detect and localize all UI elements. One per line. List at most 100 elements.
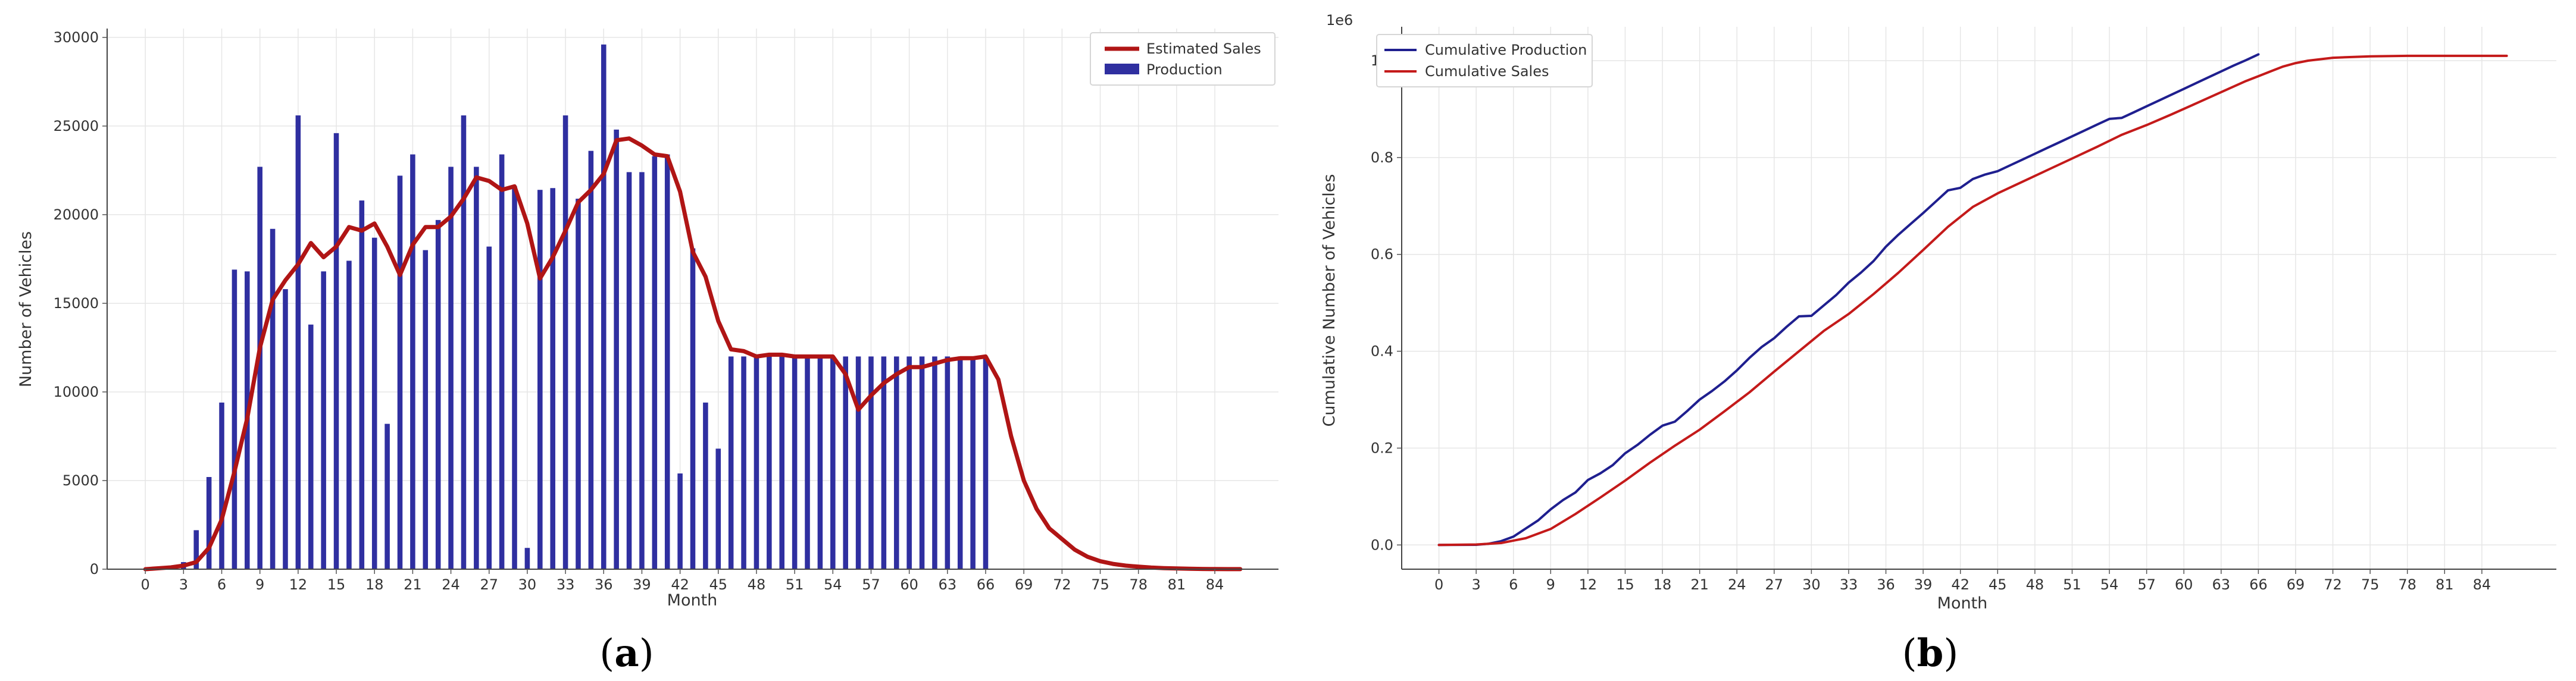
production-bar: [881, 356, 887, 569]
production-bar: [499, 154, 505, 569]
x-tick-label: 6: [217, 576, 226, 593]
panel-a-y-axis-label: Number of Vehicles: [17, 231, 35, 387]
panel-b-y-offset-label: 1e6: [1326, 12, 1353, 29]
x-tick-label: 6: [1509, 576, 1518, 593]
x-tick-label: 57: [2137, 576, 2156, 593]
x-tick-label: 24: [1728, 576, 1746, 593]
x-tick-label: 33: [1840, 576, 1858, 593]
x-tick-label: 12: [1579, 576, 1598, 593]
production-bar: [346, 261, 352, 569]
panel-a-caption-open: (: [599, 632, 614, 676]
x-tick-label: 60: [2175, 576, 2193, 593]
x-tick-label: 66: [977, 576, 995, 593]
production-bar: [830, 356, 836, 569]
production-bar: [270, 228, 276, 569]
x-tick-label: 42: [1951, 576, 1969, 593]
panel-a-x-axis-label: Month: [667, 591, 718, 610]
x-tick-label: 15: [1616, 576, 1634, 593]
x-tick-label: 0: [1434, 576, 1443, 593]
production-bar: [371, 237, 377, 569]
y-tick-label: 0.2: [1371, 440, 1393, 456]
production-bar: [257, 167, 262, 569]
x-tick-label: 84: [2473, 576, 2491, 593]
production-bar: [474, 167, 479, 569]
production-bar: [817, 356, 823, 569]
production-bar: [512, 186, 517, 570]
x-tick-label: 27: [1765, 576, 1784, 593]
production-bar: [537, 190, 543, 569]
panel-b-caption-open: (: [1902, 632, 1917, 676]
x-tick-label: 72: [2324, 576, 2342, 593]
production-bar: [677, 473, 683, 569]
production-bar: [779, 356, 785, 569]
cumulative-sales-line: [1437, 54, 2508, 547]
cumulative-production-line: [1437, 53, 2260, 547]
x-tick-label: 51: [786, 576, 804, 593]
panel-b-axes: [1401, 27, 2556, 570]
panel-b-cumulative-chart: 0 3 6 9 12 15 18 21 24 27 30 33 36 39 42 45 48 51 54 57 60 63…: [1320, 12, 2556, 676]
production-bar: [843, 356, 848, 569]
x-tick-label: 75: [2361, 576, 2380, 593]
legend-production-swatch: [1105, 64, 1139, 74]
panel-a-sales-line: [143, 136, 1243, 572]
production-bar: [945, 356, 951, 569]
production-bar: [652, 156, 658, 569]
production-bar: [359, 200, 365, 569]
x-tick-label: 12: [289, 576, 308, 593]
production-bar: [893, 356, 899, 569]
x-tick-label: 63: [939, 576, 957, 593]
production-bar: [524, 548, 530, 569]
panel-b-grid: [1402, 27, 2556, 569]
x-tick-label: 27: [480, 576, 498, 593]
x-tick-label: 54: [2100, 576, 2119, 593]
y-tick-label: 20000: [54, 206, 99, 223]
x-tick-label: 21: [1690, 576, 1709, 593]
y-tick-label: 30000: [54, 29, 99, 46]
production-bar: [206, 477, 212, 569]
production-bar: [448, 167, 454, 569]
x-tick-label: 48: [2026, 576, 2044, 593]
x-tick-label: 39: [633, 576, 651, 593]
legend-cumulative-sales-label: Cumulative Sales: [1425, 63, 1549, 80]
y-tick-label: 25000: [54, 118, 99, 134]
production-bar: [384, 423, 390, 569]
x-tick-label: 39: [1914, 576, 1933, 593]
x-tick-label: 36: [1877, 576, 1895, 593]
production-bar: [321, 271, 326, 569]
legend-production-label: Production: [1146, 61, 1223, 78]
legend-estimated-sales-label: Estimated Sales: [1146, 40, 1261, 57]
x-tick-label: 0: [141, 576, 150, 593]
production-bar: [957, 356, 963, 569]
production-bar: [614, 129, 619, 570]
production-bar: [690, 248, 696, 569]
panel-b-x-ticks: 0 3 6 9 12 15 18 21 24 27 30 33 36 39 42 45 48 51 54 57 60 63…: [1434, 569, 2491, 593]
production-bar: [410, 154, 415, 569]
x-tick-label: 66: [2249, 576, 2268, 593]
x-tick-label: 3: [179, 576, 188, 593]
production-bar: [639, 172, 645, 569]
production-bar: [435, 219, 441, 570]
x-tick-label: 48: [748, 576, 766, 593]
x-tick-label: 63: [2212, 576, 2231, 593]
panel-a-caption-close: ): [639, 632, 654, 676]
x-tick-label: 33: [557, 576, 575, 593]
production-bar: [461, 115, 467, 569]
production-bar: [550, 188, 555, 570]
panel-a-y-ticks: 0 5000 10000 15000 20000 25000 30000: [54, 29, 107, 578]
production-bar: [970, 356, 976, 569]
x-tick-label: 9: [1546, 576, 1555, 593]
production-bar: [767, 356, 772, 569]
x-tick-label: 45: [709, 576, 728, 593]
production-bar: [333, 133, 339, 569]
y-tick-label: 0.8: [1371, 149, 1393, 166]
panel-b-cumulative-lines: [1437, 53, 2508, 547]
x-tick-label: 30: [1802, 576, 1821, 593]
x-tick-label: 54: [824, 576, 842, 593]
production-bar: [308, 324, 314, 569]
production-bar: [919, 356, 925, 569]
x-tick-label: 24: [442, 576, 460, 593]
production-bar: [664, 154, 670, 569]
production-bar: [295, 115, 301, 569]
panel-b-y-axis-label: Cumulative Number of Vehicles: [1320, 174, 1339, 427]
